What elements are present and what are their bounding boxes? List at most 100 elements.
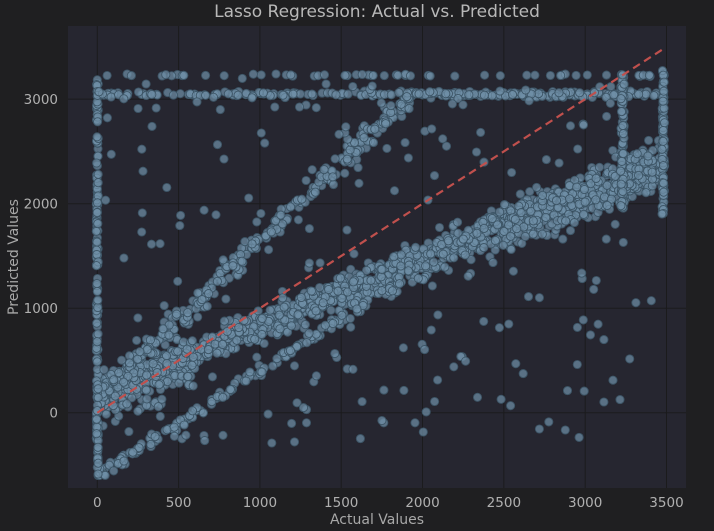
scatter-point [433, 375, 443, 385]
scatter-point [649, 91, 659, 101]
scatter-point [232, 335, 242, 345]
scatter-point [414, 89, 424, 99]
scatter-point [265, 305, 275, 315]
scatter-point [304, 328, 314, 338]
scatter-point [197, 295, 207, 305]
scatter-point [124, 427, 134, 437]
scatter-point [616, 107, 627, 117]
scatter-point [382, 143, 392, 153]
scatter-point [321, 79, 331, 89]
scatter-point [377, 415, 387, 426]
scatter-point [244, 193, 254, 203]
scatter-point [212, 140, 223, 150]
scatter-point [172, 309, 182, 319]
scatter-point [145, 335, 155, 345]
scatter-point [594, 162, 605, 172]
scatter-point [311, 103, 321, 113]
scatter-point [421, 407, 431, 417]
scatter-point [219, 154, 229, 164]
scatter-point [289, 361, 300, 371]
scatter-point [580, 197, 590, 207]
scatter-point [619, 79, 629, 89]
scatter-point [343, 287, 353, 297]
scatter-point [257, 367, 267, 377]
scatter-point [438, 134, 448, 144]
scatter-point [133, 313, 143, 323]
scatter-point [396, 261, 406, 271]
x-tick-label: 0 [93, 495, 102, 511]
scatter-point [393, 70, 403, 80]
scatter-point [490, 235, 500, 246]
scatter-point [348, 81, 358, 92]
scatter-point [110, 391, 120, 401]
scatter-point [377, 286, 387, 296]
scatter-point [137, 144, 147, 154]
scatter-point [515, 189, 525, 199]
scatter-point [377, 264, 387, 274]
scatter-point [425, 87, 435, 97]
scatter-point [599, 335, 609, 345]
scatter-point [631, 298, 641, 308]
scatter-point [572, 322, 582, 332]
scatter-point [328, 318, 338, 329]
scatter-point [192, 97, 202, 107]
scatter-point [472, 392, 483, 402]
scatter-point [490, 245, 500, 255]
scatter-point [632, 149, 642, 159]
scatter-point [480, 70, 490, 80]
scatter-point [252, 217, 262, 227]
scatter-point [659, 118, 670, 128]
scatter-point [141, 385, 151, 395]
scatter-point [495, 71, 505, 81]
scatter-point [169, 422, 179, 432]
scatter-point [394, 279, 405, 289]
scatter-point [658, 161, 668, 171]
scatter-point [396, 99, 406, 109]
scatter-point [93, 169, 103, 179]
scatter-point [270, 102, 280, 112]
scatter-point [421, 261, 431, 271]
scatter-point [142, 370, 152, 380]
scatter-point [410, 418, 420, 428]
scatter-point [443, 236, 453, 246]
scatter-point [92, 249, 102, 260]
scatter-point [92, 357, 102, 367]
scatter-point [646, 296, 656, 306]
scatter-point [565, 226, 576, 236]
scatter-point [608, 375, 618, 385]
scatter-point [554, 88, 564, 98]
scatter-point [488, 258, 498, 268]
x-tick-label: 1000 [243, 495, 277, 511]
scatter-point [330, 154, 340, 164]
scatter-point [425, 71, 435, 81]
scatter-point [133, 87, 144, 97]
scatter-point [591, 195, 601, 205]
scatter-point [335, 273, 345, 283]
scatter-point [618, 121, 628, 131]
scatter-point [394, 88, 404, 98]
scatter-point [585, 330, 596, 340]
scatter-point [366, 275, 376, 285]
scatter-point [573, 144, 583, 154]
scatter-point [659, 77, 669, 87]
scatter-point [287, 418, 297, 428]
scatter-point [92, 414, 102, 424]
scatter-point [92, 158, 102, 168]
scatter-point [315, 258, 325, 268]
scatter-point [460, 250, 470, 260]
scatter-point [498, 240, 508, 250]
scatter-points [91, 66, 670, 481]
scatter-point [426, 249, 436, 259]
scatter-point [137, 227, 147, 237]
scatter-point [93, 219, 103, 229]
scatter-point [247, 93, 257, 103]
y-tick-label: 1000 [24, 301, 58, 317]
scatter-point [411, 242, 421, 252]
scatter-point [499, 200, 510, 210]
scatter-point [217, 339, 228, 349]
scatter-point [337, 293, 347, 303]
scatter-point [297, 194, 307, 204]
scatter-point [183, 371, 193, 382]
scatter-point [92, 198, 103, 208]
